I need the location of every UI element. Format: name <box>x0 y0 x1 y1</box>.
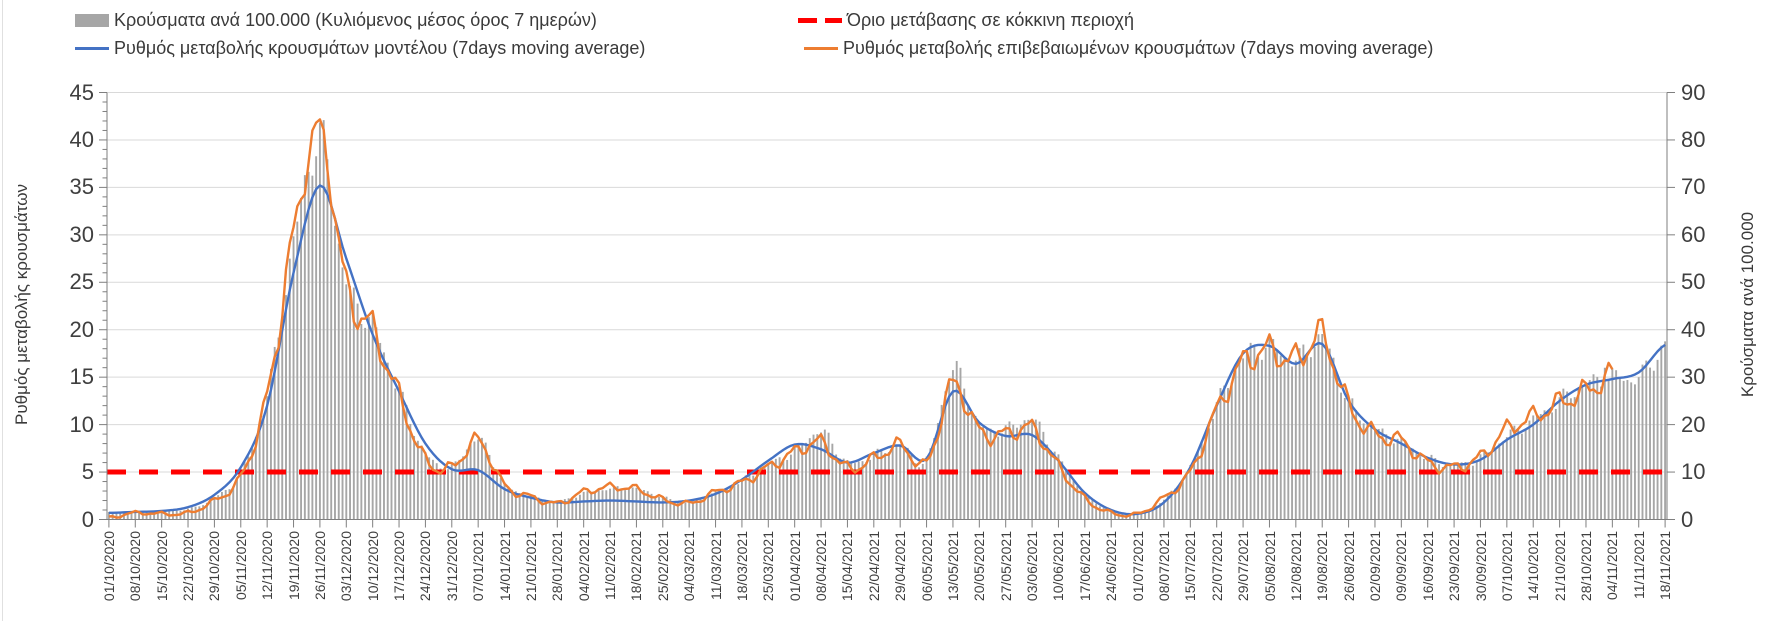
right-axis-tick-label: 20 <box>1681 411 1706 437</box>
dashed-line-swatch-icon <box>798 17 842 23</box>
left-axis-tick-label: 45 <box>69 79 94 105</box>
x-axis-date-label: 30/09/2021 <box>1472 531 1489 602</box>
x-axis-date-label: 25/02/2021 <box>654 531 671 602</box>
x-axis-date-label: 04/03/2021 <box>681 531 698 602</box>
right-axis-tick-label: 80 <box>1681 126 1706 152</box>
x-axis-date-label: 19/11/2020 <box>285 531 302 601</box>
x-axis-date-label: 28/01/2021 <box>549 531 566 602</box>
x-axis-date-label: 11/02/2021 <box>602 531 618 601</box>
x-axis-date-label: 29/10/2020 <box>206 531 223 602</box>
legend-label: Κρούσματα ανά 100.000 (Κυλιόμενος μέσος … <box>114 9 597 30</box>
x-axis-date-label: 26/11/2020 <box>311 531 328 601</box>
x-axis-date-label: 28/10/2021 <box>1578 531 1594 602</box>
x-axis-date-label: 19/08/2021 <box>1314 531 1331 602</box>
x-axis-date-label: 10/12/2020 <box>364 531 381 602</box>
x-axis-date-label: 27/05/2021 <box>997 531 1014 602</box>
x-axis-date-label: 12/11/2020 <box>259 531 276 601</box>
right-axis-tick-label: 0 <box>1681 506 1694 532</box>
x-axis-date-label: 14/10/2021 <box>1525 531 1542 602</box>
legend-item-cases-bars: Κρούσματα ανά 100.000 (Κυλιόμενος μέσος … <box>75 10 597 30</box>
x-axis-date-label: 03/06/2021 <box>1024 531 1041 602</box>
x-axis-date-label: 29/07/2021 <box>1235 531 1252 602</box>
x-axis-date-label: 15/07/2021 <box>1182 531 1199 602</box>
x-axis-date-label: 05/08/2021 <box>1261 531 1278 602</box>
orange-line-swatch-icon <box>804 46 838 50</box>
left-axis-tick-label: 25 <box>69 269 94 295</box>
right-axis-tick-label: 60 <box>1681 221 1706 247</box>
legend-label: Όριο μετάβασης σε κόκκινη περιοχή <box>847 9 1135 30</box>
x-axis-date-label: 09/09/2021 <box>1393 531 1410 602</box>
blue-line-swatch-icon <box>75 46 109 50</box>
x-axis-date-label: 17/12/2020 <box>391 531 407 602</box>
x-axis-date-label: 18/11/2021 <box>1657 531 1674 601</box>
x-axis-date-label: 20/05/2021 <box>971 531 988 602</box>
x-axis-date-label: 11/03/2021 <box>707 531 724 601</box>
left-axis-tick-label: 30 <box>69 221 94 247</box>
x-axis-date-label: 06/05/2021 <box>918 531 935 602</box>
x-axis-date-label: 13/05/2021 <box>944 531 961 602</box>
x-axis-date-label: 01/07/2021 <box>1129 531 1146 602</box>
x-axis-date-label: 05/11/2020 <box>232 531 249 601</box>
x-axis-date-label: 07/01/2021 <box>470 531 487 602</box>
x-axis-date-label: 17/06/2021 <box>1076 531 1093 602</box>
legend-label: Ρυθμός μεταβολής επιβεβαιωμένων κρουσμάτ… <box>843 37 1434 58</box>
left-axis-tick-label: 0 <box>81 506 94 532</box>
x-axis-date-label: 10/06/2021 <box>1050 531 1067 602</box>
x-axis-date-label: 22/04/2021 <box>865 531 882 602</box>
x-axis-date-label: 26/08/2021 <box>1340 531 1357 602</box>
right-axis-tick-label: 40 <box>1681 316 1706 342</box>
x-axis-date-label: 04/02/2021 <box>575 531 592 602</box>
legend-item-confirmed-rate: Ρυθμός μεταβολής επιβεβαιωμένων κρουσμάτ… <box>804 38 1433 58</box>
x-axis-date-label: 21/01/2021 <box>522 531 539 602</box>
chart-left-border <box>2 0 3 621</box>
x-axis-date-label: 15/10/2020 <box>153 531 170 602</box>
x-axis-date-label: 24/06/2021 <box>1103 531 1120 602</box>
x-axis-date-label: 12/08/2021 <box>1287 531 1304 602</box>
legend-label: Ρυθμός μεταβολής κρουσμάτων μοντέλου (7d… <box>114 37 646 58</box>
x-axis-date-label: 07/10/2021 <box>1498 531 1515 602</box>
x-axis-date-label: 21/10/2021 <box>1551 531 1568 602</box>
left-axis-tick-label: 35 <box>69 174 94 200</box>
legend-item-model-rate: Ρυθμός μεταβολής κρουσμάτων μοντέλου (7d… <box>75 38 645 58</box>
left-axis-tick-label: 10 <box>69 411 94 437</box>
x-axis-date-label: 03/12/2020 <box>338 531 355 602</box>
x-axis-date-label: 16/09/2021 <box>1419 531 1436 602</box>
x-axis-date-label: 24/12/2020 <box>417 531 434 602</box>
x-axis-date-label: 08/07/2021 <box>1156 531 1172 602</box>
x-axis-date-label: 23/09/2021 <box>1446 531 1463 602</box>
right-axis-tick-label: 10 <box>1681 459 1706 485</box>
x-axis-date-label: 29/04/2021 <box>892 531 909 602</box>
x-axis-date-label: 22/07/2021 <box>1208 531 1225 602</box>
bar-swatch-icon <box>75 13 109 27</box>
right-axis-tick-label: 50 <box>1681 269 1706 295</box>
right-axis-tick-label: 30 <box>1681 364 1706 390</box>
x-axis-date-label: 18/02/2021 <box>628 531 645 602</box>
x-axis-date-label: 22/10/2020 <box>180 531 196 602</box>
right-axis-tick-label: 70 <box>1681 174 1706 200</box>
x-axis-date-label: 18/03/2021 <box>733 531 750 602</box>
left-axis-tick-label: 20 <box>69 316 94 342</box>
x-axis-date-label: 02/09/2021 <box>1367 531 1383 602</box>
x-axis-date-label: 04/11/2021 <box>1604 531 1621 601</box>
x-axis-date-label: 25/03/2021 <box>760 531 777 602</box>
x-axis-date-label: 14/01/2021 <box>496 531 513 602</box>
left-axis-tick-label: 15 <box>69 364 94 390</box>
x-axis-date-label: 01/04/2021 <box>786 531 803 602</box>
right-axis-tick-label: 90 <box>1681 79 1706 105</box>
x-axis-date-label: 08/04/2021 <box>813 531 830 602</box>
x-axis-date-label: 11/11/2021 <box>1630 531 1647 599</box>
left-axis-tick-label: 5 <box>81 459 94 485</box>
x-axis-date-label: 08/10/2020 <box>127 531 144 602</box>
legend-item-red-threshold: Όριο μετάβασης σε κόκκινη περιοχή <box>798 10 1134 30</box>
x-axis-date-label: 15/04/2021 <box>839 531 856 602</box>
x-axis-date-label: 31/12/2020 <box>443 531 460 602</box>
x-axis-date-label: 01/10/2020 <box>100 531 117 602</box>
left-axis-tick-label: 40 <box>69 126 94 152</box>
